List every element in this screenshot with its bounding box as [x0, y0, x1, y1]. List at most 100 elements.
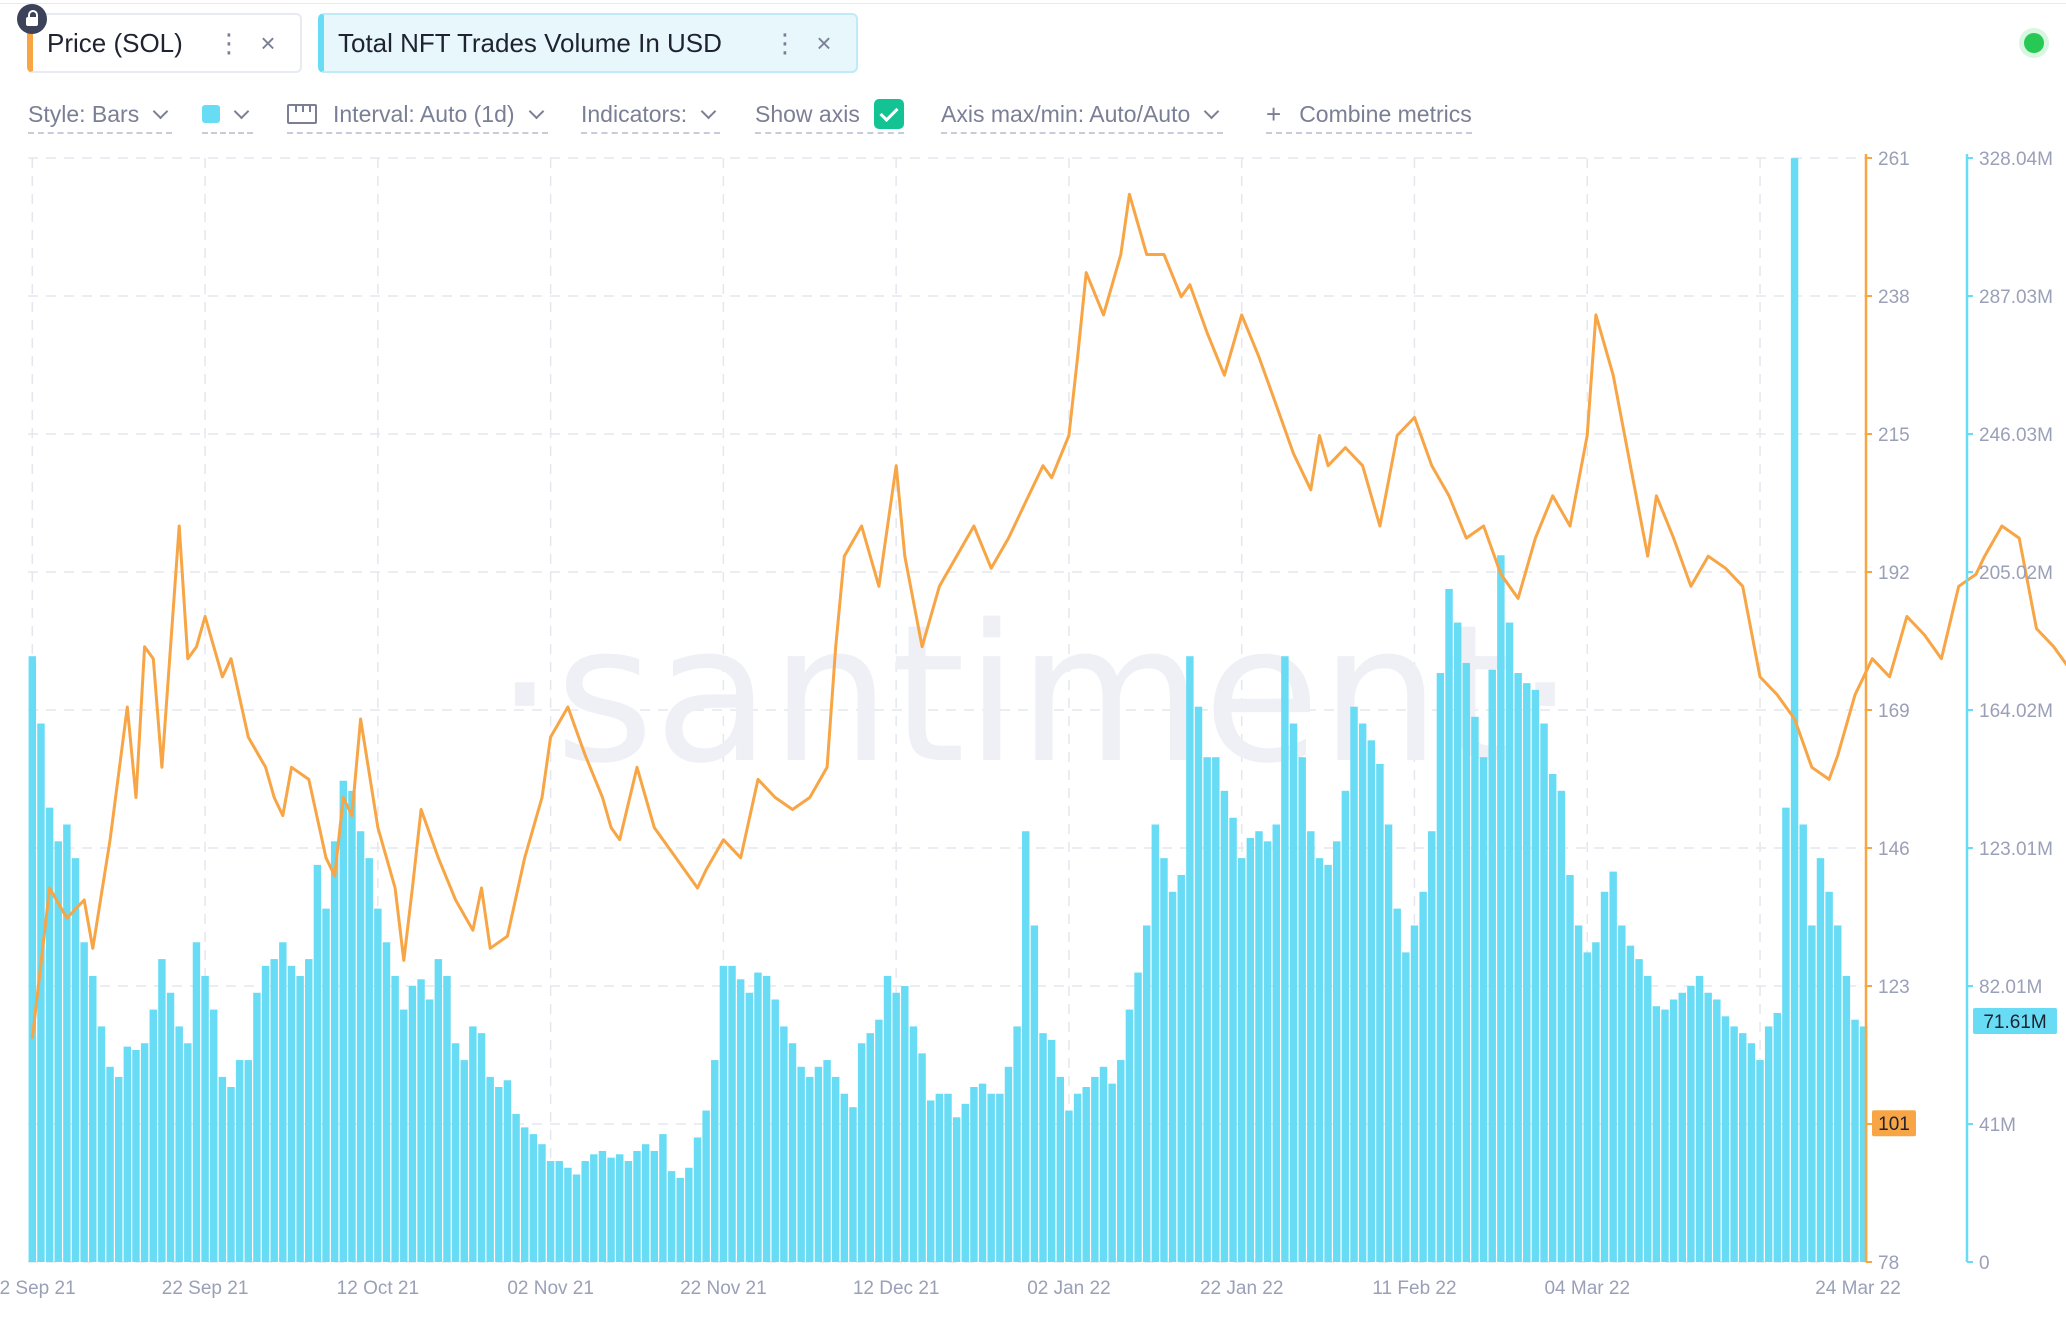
volume-bar — [1376, 763, 1384, 1262]
volume-bar — [1004, 1066, 1013, 1262]
volume-bar — [944, 1093, 952, 1262]
volume-bar — [1263, 841, 1272, 1262]
volume-bar — [624, 1161, 633, 1262]
volume-bar — [1531, 689, 1540, 1262]
volume-bar — [1747, 1043, 1756, 1262]
close-icon[interactable]: × — [260, 27, 276, 58]
price-axis-label: 261 — [1878, 149, 1910, 170]
volume-bar — [1212, 757, 1220, 1262]
volume-bar — [114, 1076, 123, 1262]
price-line — [30, 192, 2066, 1039]
volume-axis-label: 164.02M — [1979, 701, 2053, 722]
volume-bar — [235, 1060, 244, 1262]
volume-bar — [460, 1060, 468, 1262]
volume-bar — [218, 1076, 227, 1262]
volume-bar — [1134, 972, 1142, 1262]
volume-bar — [1125, 1009, 1134, 1262]
volume-bar — [477, 1033, 486, 1262]
volume-bar — [45, 807, 54, 1262]
volume-bar — [1272, 824, 1280, 1262]
axis-maxmin-dropdown[interactable]: Axis max/min: Auto/Auto — [941, 96, 1224, 134]
volume-bar — [1661, 1009, 1669, 1262]
x-axis-label: 24 Mar 22 — [1815, 1278, 1901, 1299]
style-dropdown[interactable]: Style: Bars — [28, 96, 173, 134]
x-axis-label: 11 Feb 22 — [1372, 1278, 1456, 1299]
volume-bar — [797, 1066, 805, 1262]
volume-bar — [1497, 555, 1505, 1262]
volume-bar — [806, 1076, 814, 1262]
volume-bar — [685, 1167, 693, 1262]
combine-metrics-button[interactable]: + Combine metrics — [1266, 96, 1472, 134]
price-current-badge — [1872, 1110, 1916, 1137]
volume-bar — [28, 656, 37, 1262]
interval-dropdown[interactable]: Interval: Auto (1d) — [287, 96, 548, 134]
volume-bar — [1609, 871, 1617, 1262]
volume-current-value: 71.61M — [1983, 1012, 2046, 1033]
metric-tab-price[interactable]: Price (SOL) ⋮ × — [27, 13, 302, 73]
volume-bar — [849, 1107, 857, 1262]
price-current-value: 101 — [1878, 1114, 1910, 1135]
volume-bar — [1151, 824, 1160, 1262]
plus-icon: + — [1266, 98, 1282, 129]
color-picker[interactable] — [202, 96, 253, 134]
volume-bar — [80, 942, 88, 1262]
metric-tab-nft-volume[interactable]: Total NFT Trades Volume In USD ⋮ × — [318, 13, 858, 73]
volume-bar — [650, 1150, 659, 1262]
volume-bar — [270, 959, 278, 1262]
axis-maxmin-label: Axis max/min: Auto/Auto — [941, 100, 1191, 127]
volume-bar — [952, 1117, 961, 1262]
x-axis-label: 22 Jan 22 — [1200, 1278, 1283, 1299]
volume-bar — [564, 1167, 572, 1262]
volume-bar — [754, 972, 762, 1262]
volume-axis-label: 0 — [1979, 1253, 1990, 1274]
volume-bar — [883, 975, 892, 1262]
volume-bar — [391, 975, 399, 1262]
x-axis-label: 02 Sep 21 — [0, 1278, 76, 1299]
volume-bar — [901, 986, 909, 1262]
volume-bar — [711, 1060, 719, 1262]
volume-bar — [1566, 874, 1574, 1262]
volume-bar — [512, 1113, 520, 1262]
volume-bar — [244, 1060, 253, 1262]
volume-bar — [719, 965, 728, 1262]
volume-bar — [1687, 986, 1695, 1262]
volume-bar — [1704, 992, 1712, 1262]
volume-bar — [1065, 1110, 1073, 1262]
volume-bar — [1816, 858, 1825, 1262]
volume-bar — [1514, 673, 1522, 1262]
volume-bar — [149, 1009, 157, 1262]
volume-bar — [1756, 1060, 1764, 1262]
volume-bar — [1142, 925, 1151, 1262]
volume-bar — [1030, 925, 1039, 1262]
volume-bar — [1471, 716, 1479, 1262]
indicators-dropdown[interactable]: Indicators: — [581, 96, 721, 134]
volume-bars — [28, 158, 1868, 1262]
checkmark-icon[interactable] — [873, 99, 904, 129]
volume-bar — [1281, 656, 1289, 1262]
close-icon[interactable]: × — [816, 27, 832, 58]
calendar-icon — [287, 104, 317, 124]
volume-bar — [581, 1161, 589, 1262]
x-axis-label: 22 Nov 21 — [680, 1278, 767, 1299]
volume-bar — [1834, 925, 1842, 1262]
volume-bar — [1540, 723, 1548, 1262]
x-axis-label: 22 Sep 21 — [162, 1278, 249, 1299]
volume-bar — [1410, 925, 1419, 1262]
volume-bar — [1505, 622, 1514, 1262]
volume-bar — [1229, 817, 1237, 1262]
price-axis-label: 146 — [1878, 839, 1910, 860]
x-axis-label: 12 Oct 21 — [337, 1278, 419, 1299]
volume-bar — [1402, 952, 1410, 1262]
volume-bar — [1333, 841, 1341, 1262]
live-status-icon — [2024, 33, 2044, 53]
volume-bar — [1721, 1016, 1730, 1262]
volume-bar — [1324, 864, 1332, 1262]
show-axis-toggle[interactable]: Show axis — [755, 96, 904, 134]
volume-bar — [1548, 774, 1557, 1262]
price-axis-label: 169 — [1878, 701, 1910, 722]
volume-bar — [1168, 891, 1177, 1262]
volume-bar — [97, 1026, 106, 1262]
volume-bar — [1782, 807, 1790, 1262]
volume-bar — [1091, 1076, 1099, 1262]
